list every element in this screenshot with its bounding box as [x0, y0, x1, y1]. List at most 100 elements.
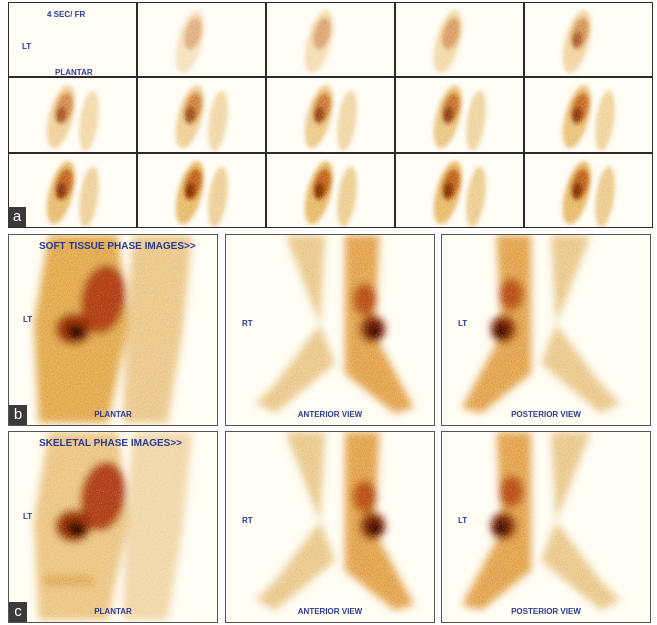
uptake: [557, 158, 618, 227]
uptake: [34, 432, 192, 620]
scan-image: [525, 3, 652, 76]
scan-image: [267, 78, 394, 151]
side-label: LT: [22, 42, 31, 51]
side-label: LT: [23, 315, 32, 324]
side-label: LT: [458, 319, 467, 328]
frame: [267, 78, 394, 151]
scan-image: [9, 154, 136, 227]
uptake-blob: [205, 90, 231, 152]
frame: [396, 78, 523, 151]
uptake: [299, 82, 360, 151]
frame-rate: 4 SEC/ FR: [47, 10, 85, 19]
uptake-blob: [463, 165, 489, 227]
view-label: ANTERIOR VIEW: [226, 607, 434, 616]
uptake: [41, 82, 102, 151]
frame: [267, 154, 394, 227]
uptake-blob: [353, 480, 377, 512]
scan-panel: LT POSTERIOR VIEW: [441, 234, 651, 426]
uptake: [299, 7, 339, 76]
uptake-blob: [369, 521, 381, 535]
uptake-blob: [55, 575, 63, 585]
uptake-region: [123, 432, 192, 620]
uptake-blob: [45, 575, 53, 585]
panel-label: c: [9, 602, 27, 622]
scan-image: [396, 3, 523, 76]
uptake-blob: [463, 90, 489, 152]
frame: [525, 154, 652, 227]
uptake-blob: [369, 324, 381, 338]
uptake-blob: [592, 90, 618, 152]
phase-title: SKELETAL PHASE IMAGES>>: [39, 438, 182, 449]
scan-image: [226, 432, 434, 622]
scan-panel: LT POSTERIOR VIEW: [441, 431, 651, 623]
view-label: POSTERIOR VIEW: [442, 607, 650, 616]
frame: [138, 78, 265, 151]
frame: [267, 3, 394, 76]
view-label: ANTERIOR VIEW: [226, 410, 434, 419]
uptake: [428, 7, 468, 76]
uptake-blob: [334, 90, 360, 152]
uptake: [256, 235, 414, 413]
scan-image: [9, 235, 217, 425]
uptake: [462, 235, 620, 413]
uptake-blob: [499, 476, 523, 508]
feet: [256, 432, 414, 610]
frame: [9, 154, 136, 227]
view-label: PLANTAR: [9, 410, 217, 419]
uptake: [34, 235, 192, 423]
feet: [462, 432, 620, 610]
scan-panel: RT ANTERIOR VIEW: [225, 234, 435, 426]
uptake-region: [256, 235, 335, 413]
uptake: [557, 7, 597, 76]
view-label: POSTERIOR VIEW: [442, 410, 650, 419]
feet: [462, 235, 620, 413]
scan-image: [267, 154, 394, 227]
side-label: LT: [458, 516, 467, 525]
uptake-blob: [499, 279, 523, 311]
uptake: [170, 82, 231, 151]
panel-label: b: [9, 405, 27, 425]
frame: [396, 154, 523, 227]
scan-image: [9, 432, 217, 622]
frame: [9, 78, 136, 151]
scan-image: [267, 3, 394, 76]
scan-image: [138, 3, 265, 76]
frame: [525, 3, 652, 76]
figure: 4 SEC/ FR LT PLANTAR a LTPLANTARSOFT TIS…: [0, 0, 657, 625]
scan-image: [525, 154, 652, 227]
uptake: [299, 158, 360, 227]
frame: [525, 78, 652, 151]
scan-image: [442, 235, 650, 425]
uptake-blob: [495, 521, 507, 535]
uptake: [41, 158, 102, 227]
uptake: [170, 7, 210, 76]
uptake-blob: [205, 165, 231, 227]
uptake-blob: [74, 575, 82, 585]
scan-image: [396, 154, 523, 227]
scan-image: [396, 78, 523, 151]
uptake-blob: [334, 165, 360, 227]
uptake-blob: [495, 324, 507, 338]
frame: [396, 3, 523, 76]
uptake-blob: [592, 165, 618, 227]
view-label: PLANTAR: [9, 607, 217, 616]
scan-image: [138, 154, 265, 227]
dynamic-frames: [8, 2, 653, 228]
phase-title: SOFT TISSUE PHASE IMAGES>>: [39, 241, 196, 252]
uptake: [462, 432, 620, 610]
uptake: [170, 158, 231, 227]
uptake-region: [541, 432, 620, 610]
uptake-blob: [64, 575, 72, 585]
scan-image: [138, 78, 265, 151]
frame: [138, 3, 265, 76]
uptake-region: [256, 432, 335, 610]
uptake-region: [541, 235, 620, 413]
side-label: RT: [242, 516, 253, 525]
scan-panel: LT PLANTAR SOFT TISSUE PHASE IMAGES>> b: [8, 234, 218, 426]
scan-image: [9, 78, 136, 151]
side-label: RT: [242, 319, 253, 328]
uptake: [557, 82, 618, 151]
uptake-blob: [76, 90, 102, 152]
scan-panel: RT ANTERIOR VIEW: [225, 431, 435, 623]
